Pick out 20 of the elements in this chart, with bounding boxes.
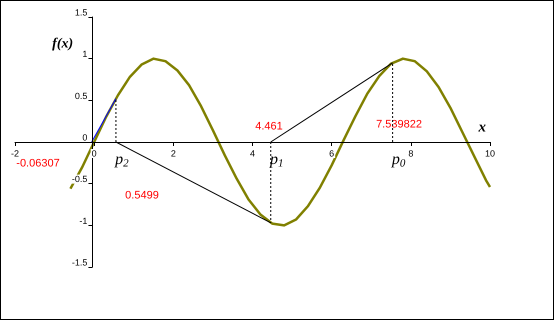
- y-tick-label: 1: [82, 49, 88, 60]
- x-axis-title: x: [478, 120, 486, 136]
- y-tick-label: -1.5: [72, 258, 88, 268]
- annotation: 7.539822: [376, 118, 422, 130]
- x-tick-label: 8: [408, 148, 414, 158]
- x-tick-label: -2: [10, 148, 20, 158]
- x-tick-label: 6: [329, 148, 334, 158]
- annotation: 0.5499: [125, 190, 159, 202]
- annotation: -0.06307: [16, 158, 60, 170]
- y-tick-label: 1.5: [74, 8, 88, 18]
- x-tick-label: 4: [250, 148, 256, 158]
- y-tick-label: -1: [79, 216, 88, 226]
- y-tick-label: 0: [82, 132, 88, 142]
- x-tick-label: 2: [170, 148, 176, 158]
- x-tick-label: 10: [484, 148, 496, 158]
- y-tick-label: 0.5: [74, 90, 88, 101]
- x-tick-label: 0: [92, 148, 97, 158]
- annotation: 4.461: [255, 120, 283, 132]
- y-tick-label: -0.5: [72, 174, 88, 184]
- y-axis-title: f(x): [52, 36, 74, 52]
